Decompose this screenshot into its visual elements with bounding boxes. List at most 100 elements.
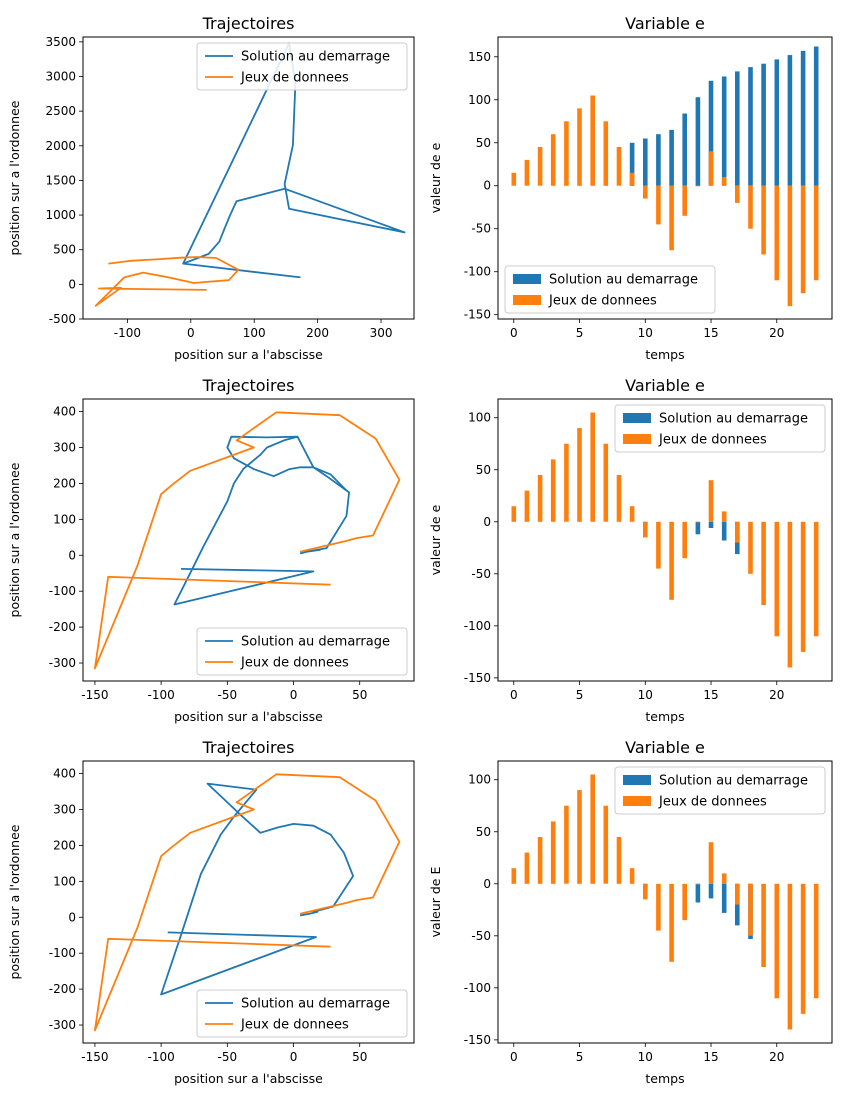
bar — [511, 506, 517, 522]
legend-label: Solution au demarrage — [549, 273, 698, 288]
bar — [669, 129, 674, 186]
bar — [748, 67, 753, 186]
bar — [748, 521, 753, 574]
bar — [603, 443, 609, 522]
bar — [695, 521, 701, 523]
bar — [800, 50, 806, 186]
bar — [761, 63, 766, 186]
y-tick-label: 200 — [53, 476, 76, 490]
x-tick-label: -100 — [147, 1050, 174, 1064]
bar — [721, 177, 727, 186]
x-tick-label: -100 — [147, 688, 174, 702]
legend-label: Solution au demarrage — [659, 774, 808, 789]
bar — [682, 185, 687, 216]
x-tick-label: -150 — [81, 1050, 108, 1064]
legend-label: Solution au demarrage — [241, 50, 390, 65]
y-tick-label: 0 — [68, 277, 76, 291]
bar — [735, 185, 740, 203]
y-tick-label: 50 — [476, 136, 491, 150]
bar — [695, 883, 701, 903]
y-tick-label: -50 — [471, 222, 491, 236]
bar — [721, 521, 727, 541]
legend-swatch — [623, 796, 651, 806]
legend-label: Jeux de donnees — [240, 1018, 349, 1033]
legend-box — [614, 404, 826, 453]
axes-frame — [497, 36, 833, 320]
x-tick-label: 0 — [510, 326, 518, 340]
x-axis-label: position sur a l'abscisse — [174, 347, 323, 362]
bar — [708, 883, 714, 899]
chart-title: Trajectoires — [202, 738, 295, 757]
bar — [708, 521, 714, 528]
y-tick-label: 0 — [483, 179, 491, 193]
bar — [800, 521, 806, 652]
bar — [616, 837, 622, 884]
plot-area — [94, 42, 406, 307]
bar — [787, 883, 793, 1030]
y-tick-label: 3500 — [45, 35, 76, 49]
plot-area — [94, 411, 401, 670]
series-line-2 — [94, 773, 401, 1032]
y-axis-label: position sur a l'ordonnee — [7, 824, 22, 979]
bar — [564, 443, 569, 522]
y-tick-label: 1000 — [45, 208, 76, 222]
legend-label: Jeux de donnees — [548, 294, 657, 309]
bar — [721, 76, 727, 186]
bar — [787, 521, 793, 668]
legend-swatch — [513, 274, 541, 284]
y-tick-label: 200 — [53, 838, 76, 852]
y-tick-label: -300 — [49, 1018, 76, 1032]
chart-6: Variable e temps valeur de E 0 5 10 15 20 -150 -1… — [428, 738, 833, 1086]
x-tick-label: 10 — [638, 688, 653, 702]
bar — [550, 821, 556, 884]
y-tick-label: 150 — [468, 50, 491, 64]
axes-frame — [82, 36, 415, 320]
legend: Solution au demarrage Jeux de donnees — [196, 627, 408, 676]
bar — [800, 185, 806, 294]
y-tick-label: 100 — [468, 93, 491, 107]
chart-title: Variable e — [625, 14, 705, 33]
y-tick-label: 2500 — [45, 104, 76, 118]
bar — [721, 511, 727, 522]
y-axis-label: position sur a l'ordonnee — [7, 100, 22, 255]
x-tick-label: 0 — [510, 688, 518, 702]
legend-label: Jeux de donnees — [240, 71, 349, 86]
legend-box — [196, 42, 408, 91]
bar — [787, 55, 793, 186]
legend-label: Jeux de donnees — [658, 433, 767, 448]
x-tick-label: 5 — [576, 326, 584, 340]
bar — [721, 883, 727, 913]
bar — [590, 412, 595, 522]
bar — [721, 873, 727, 884]
legend: Solution au demarrage Jeux de donnees — [614, 404, 826, 453]
bar — [550, 134, 556, 186]
x-tick-label: 5 — [576, 1050, 584, 1064]
axes-frame — [497, 760, 833, 1044]
legend-box — [196, 627, 408, 676]
y-tick-label: 50 — [476, 825, 491, 839]
x-tick-label: 15 — [703, 326, 718, 340]
bar — [643, 185, 648, 199]
x-tick-label: 15 — [703, 1050, 718, 1064]
bar — [629, 506, 635, 522]
bar — [813, 185, 819, 281]
bar — [590, 95, 595, 186]
bar — [761, 883, 766, 967]
legend-box — [196, 989, 408, 1038]
series-line-1 — [182, 42, 406, 279]
x-tick-label: -100 — [114, 326, 141, 340]
y-tick-label: 100 — [468, 773, 491, 787]
y-tick-label: -100 — [464, 265, 491, 279]
y-tick-label: -50 — [471, 567, 491, 581]
legend-swatch — [623, 434, 651, 444]
y-tick-label: -100 — [464, 981, 491, 995]
bar — [577, 790, 582, 884]
chart-2: Variable e temps valeur de e 0 5 10 15 20 -150 -1… — [428, 14, 833, 362]
bar — [669, 185, 674, 251]
bar — [564, 121, 569, 186]
bar — [813, 521, 819, 637]
y-tick-label: 400 — [53, 405, 76, 419]
series-line-2 — [94, 256, 240, 307]
bar — [656, 883, 661, 931]
legend: Solution au demarrage Jeux de donnees — [614, 766, 826, 815]
